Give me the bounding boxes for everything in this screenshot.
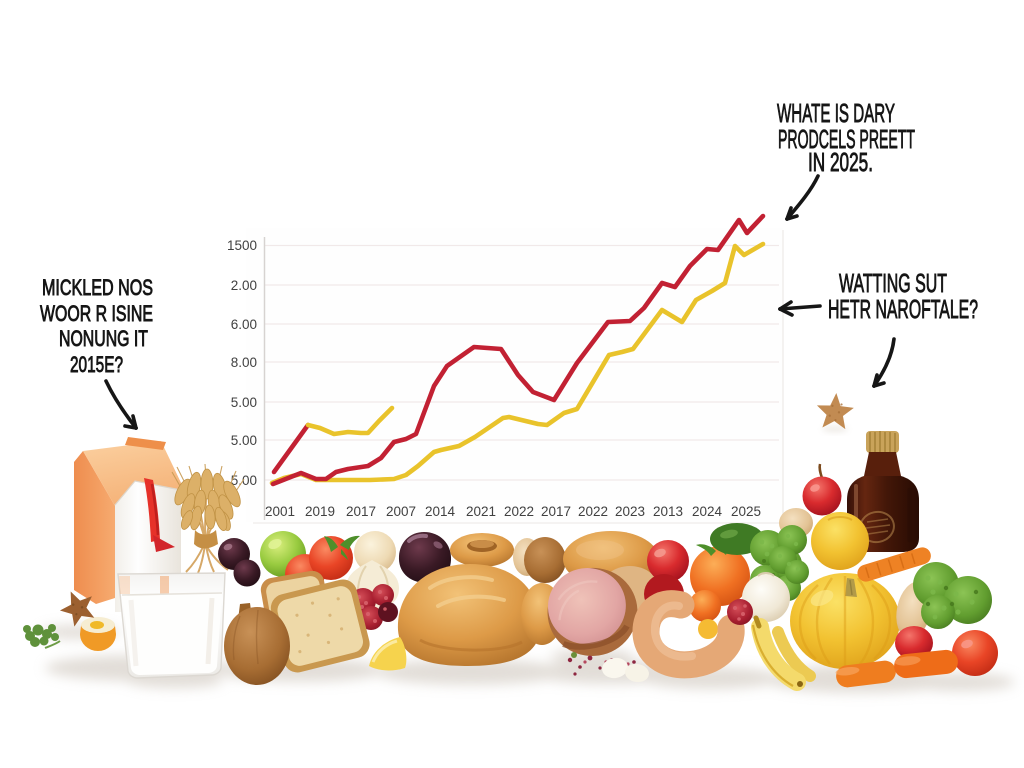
svg-text:WHATE IS DARY: WHATE IS DARY xyxy=(777,98,895,128)
svg-text:HETR NAROFTALE?: HETR NAROFTALE? xyxy=(828,294,978,324)
svg-text:PRODCELS PREETT: PRODCELS PREETT xyxy=(778,124,915,154)
svg-text:1500: 1500 xyxy=(227,238,257,253)
svg-text:5.00: 5.00 xyxy=(231,473,257,488)
svg-text:2.00: 2.00 xyxy=(231,278,257,293)
svg-text:MICKLED NOS: MICKLED NOS xyxy=(42,275,153,300)
svg-text:2025: 2025 xyxy=(731,504,761,519)
svg-text:2022: 2022 xyxy=(504,504,534,519)
svg-text:2019: 2019 xyxy=(305,504,335,519)
svg-text:2015E?: 2015E? xyxy=(70,352,123,377)
svg-text:5.00: 5.00 xyxy=(231,433,257,448)
svg-text:2007: 2007 xyxy=(386,504,416,519)
svg-text:5.00: 5.00 xyxy=(231,395,257,410)
svg-text:2013: 2013 xyxy=(653,504,683,519)
svg-text:2001: 2001 xyxy=(265,504,295,519)
svg-text:6.00: 6.00 xyxy=(231,317,257,332)
svg-text:8.00: 8.00 xyxy=(231,355,257,370)
svg-text:IN 2025.: IN 2025. xyxy=(808,147,873,177)
svg-text:2017: 2017 xyxy=(541,504,571,519)
svg-text:2022: 2022 xyxy=(578,504,608,519)
svg-text:2024: 2024 xyxy=(692,504,723,519)
svg-text:2023: 2023 xyxy=(615,504,645,519)
svg-text:WATTING SUT: WATTING SUT xyxy=(839,268,947,298)
svg-text:WOOR R ISINE: WOOR R ISINE xyxy=(40,301,153,326)
svg-text:2021: 2021 xyxy=(466,504,496,519)
svg-text:NONUNG IT: NONUNG IT xyxy=(59,326,148,351)
svg-text:2014: 2014 xyxy=(425,504,456,519)
svg-text:2017: 2017 xyxy=(346,504,376,519)
